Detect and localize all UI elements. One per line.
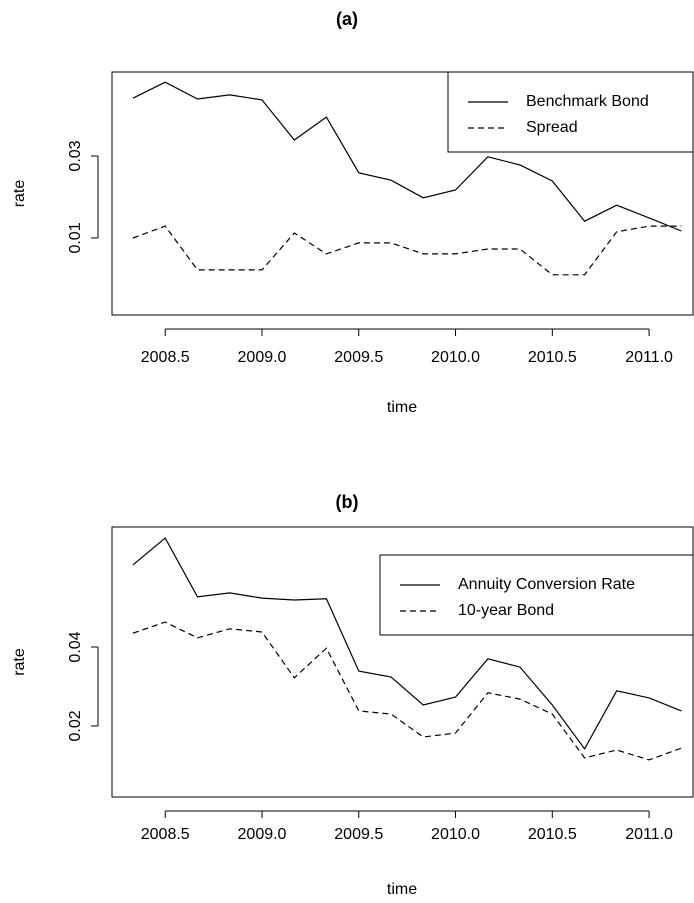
x-axis-label: time [387, 881, 417, 898]
legend-label: Spread [526, 119, 578, 136]
series-line [132, 537, 682, 750]
x-tick-label: 2009.0 [238, 349, 287, 366]
series-line [132, 621, 682, 761]
x-tick-label: 2011.0 [625, 349, 673, 366]
y-tick-label: 0.01 [67, 222, 84, 253]
y-tick-label: 0.02 [67, 710, 84, 741]
x-tick-label: 2009.5 [334, 349, 383, 366]
x-tick-label: 2010.5 [528, 826, 577, 843]
x-axis-label: time [387, 399, 417, 416]
x-tick-label: 2010.0 [431, 826, 480, 843]
plot-box [111, 526, 694, 798]
series-line [132, 81, 682, 232]
x-tick-label: 2010.0 [431, 349, 480, 366]
x-tick-label: 2010.5 [528, 349, 577, 366]
y-axis-label: rate [11, 648, 28, 676]
y-tick-label: 0.04 [67, 631, 84, 662]
chart-title: (a) [336, 9, 358, 29]
x-tick-label: 2009.5 [334, 826, 383, 843]
x-tick-label: 2011.0 [625, 826, 673, 843]
legend-label: Benchmark Bond [526, 93, 649, 110]
y-axis-label: rate [11, 180, 28, 208]
legend-label: Annuity Conversion Rate [458, 576, 635, 593]
x-tick-label: 2008.5 [141, 826, 190, 843]
y-tick-label: 0.03 [67, 140, 84, 171]
legend-box [447, 71, 694, 153]
series-line [132, 225, 682, 276]
x-tick-label: 2008.5 [141, 349, 190, 366]
chart-title: (b) [336, 492, 359, 512]
legend-box [379, 554, 694, 636]
plot-box [111, 71, 694, 316]
legend-label: 10-year Bond [458, 602, 554, 619]
x-tick-label: 2009.0 [238, 826, 287, 843]
